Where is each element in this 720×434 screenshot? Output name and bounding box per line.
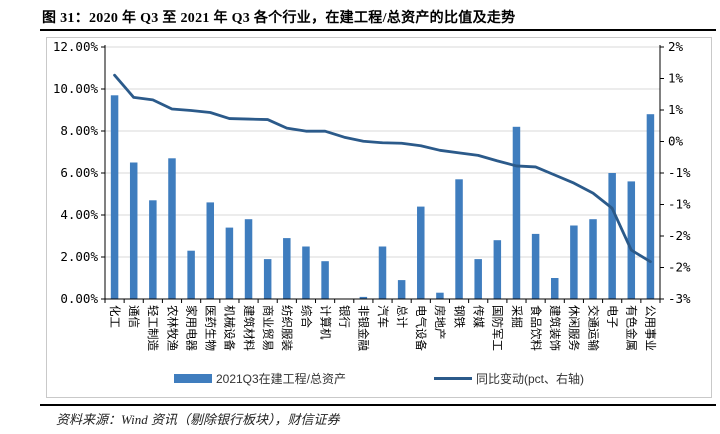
y-axis-left-tick-label: 0.00%: [60, 291, 98, 306]
bar: [283, 238, 291, 299]
bar: [570, 225, 578, 299]
y-axis-left-tick-label: 4.00%: [60, 207, 98, 222]
title-divider: [40, 29, 716, 31]
x-axis-category-label: 钢铁: [452, 305, 465, 328]
x-axis-category-label: 公用事业: [644, 305, 657, 351]
x-axis-category-label: 纺织服装: [280, 305, 294, 351]
y-axis-left-tick-label: 12.00%: [53, 39, 99, 54]
y-axis-left-tick-label: 10.00%: [53, 81, 99, 96]
line-series-label: 同比变动(pct、右轴): [476, 372, 585, 386]
x-axis-category-label: 总计: [395, 305, 409, 328]
bar: [474, 259, 482, 299]
bar: [608, 173, 616, 299]
bar: [110, 95, 119, 299]
bar: [206, 202, 215, 299]
bar: [455, 179, 463, 299]
x-axis-category-label: 非银金融: [357, 305, 371, 351]
x-axis-category-label: 建筑装饰: [548, 305, 562, 351]
bar: [397, 280, 406, 299]
y-axis-right-tick-label: 2%: [668, 39, 684, 54]
chart-panel: 12.00% 10.00% 8.00% 6.00% 4.00% 2.00% 0.00% 2% 1…: [46, 37, 712, 398]
bar: [417, 206, 425, 299]
y-axis-right-tick-label: 0%: [668, 134, 684, 149]
x-axis-category-label: 银行: [338, 305, 352, 328]
bar: [244, 219, 253, 299]
x-axis-category-label: 轻工制造: [146, 305, 160, 351]
bar: [512, 126, 521, 299]
x-axis-category-label: 房地产: [433, 305, 447, 340]
bar: [531, 233, 540, 299]
legend-item-bar-series: 2021Q3在建工程/总资产: [173, 370, 347, 387]
bar: [589, 219, 597, 299]
x-axis-category-label: 传媒: [472, 305, 486, 328]
x-axis-category-label: 综合: [299, 305, 313, 328]
y-axis-right-tick-label: -1%: [668, 165, 691, 180]
y-axis-right-tick-label: -1%: [668, 197, 691, 212]
bar: [129, 162, 138, 299]
bar: [378, 246, 387, 299]
y-axis-right-tick-label: 1%: [668, 71, 684, 86]
x-axis-category-label: 国防军工: [491, 305, 505, 351]
bar: [149, 200, 157, 299]
x-axis-category-label: 交通运输: [586, 305, 600, 351]
combo-chart: 12.00% 10.00% 8.00% 6.00% 4.00% 2.00% 0.00% 2% 1…: [53, 39, 691, 351]
x-axis-category-label: 食品饮料: [529, 305, 543, 351]
x-axis-category-label: 通信: [127, 305, 140, 328]
bar: [493, 240, 502, 299]
x-axis-category-label: 采掘: [510, 305, 524, 328]
page-title: 图 31：2020 年 Q3 至 2021 年 Q3 各个行业，在建工程/总资产…: [42, 11, 516, 26]
footer-divider: [40, 404, 716, 406]
legend-item-line-series: 同比变动(pct、右轴): [434, 370, 584, 387]
bar-series-label: 2021Q3在建工程/总资产: [215, 372, 347, 386]
x-axis-category-label: 电气设备: [414, 305, 428, 351]
x-axis-category-label: 商业贸易: [261, 305, 275, 351]
x-axis-category-label: 农林牧渔: [165, 305, 179, 351]
x-axis-category-label: 医药生物: [204, 305, 218, 351]
bar: [646, 114, 655, 299]
bar: [359, 296, 368, 299]
source-note: 资料来源：Wind 资讯（剔除银行板块），财信证券: [56, 412, 340, 427]
y-axis-right-tick-label: -3%: [668, 291, 691, 306]
bar: [302, 246, 310, 299]
bar-series-swatch: [173, 374, 212, 383]
bar: [168, 158, 176, 299]
x-axis-category-label: 电子: [605, 305, 618, 328]
chart-legend: 2021Q3在建工程/总资产 同比变动(pct、右轴): [47, 370, 711, 387]
x-axis-category-label: 有色金属: [625, 305, 639, 351]
bar: [627, 181, 636, 299]
y-axis-right-tick-label: -2%: [668, 228, 691, 243]
x-axis-category-label: 建筑材料: [242, 305, 256, 351]
bar: [263, 259, 272, 299]
y-axis-left-tick-label: 6.00%: [60, 165, 98, 180]
bar: [321, 261, 329, 299]
x-axis-category-label: 汽车: [376, 305, 390, 328]
x-axis-category-label: 计算机: [318, 305, 332, 340]
y-axis-right-tick-label: 1%: [668, 102, 684, 117]
y-axis-left-tick-label: 2.00%: [60, 249, 98, 264]
x-axis-category-label: 机械设备: [223, 305, 237, 351]
trend-line: [113, 73, 652, 264]
bar: [187, 250, 195, 299]
bar: [550, 278, 559, 299]
y-axis-left-tick-label: 8.00%: [60, 123, 98, 138]
line-series-swatch: [434, 377, 473, 380]
bar: [436, 292, 444, 299]
x-axis-category-label: 休闲服务: [567, 305, 581, 351]
x-axis-category-label: 化工: [108, 305, 122, 328]
x-axis-category-label: 家用电器: [184, 305, 198, 351]
y-axis-right-tick-label: -2%: [668, 260, 691, 275]
bar: [225, 227, 234, 299]
